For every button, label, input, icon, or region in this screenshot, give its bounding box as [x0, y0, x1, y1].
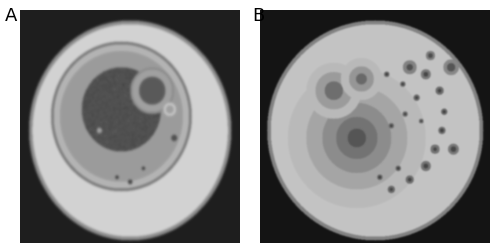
Text: B: B: [252, 7, 265, 26]
Text: A: A: [5, 7, 18, 26]
